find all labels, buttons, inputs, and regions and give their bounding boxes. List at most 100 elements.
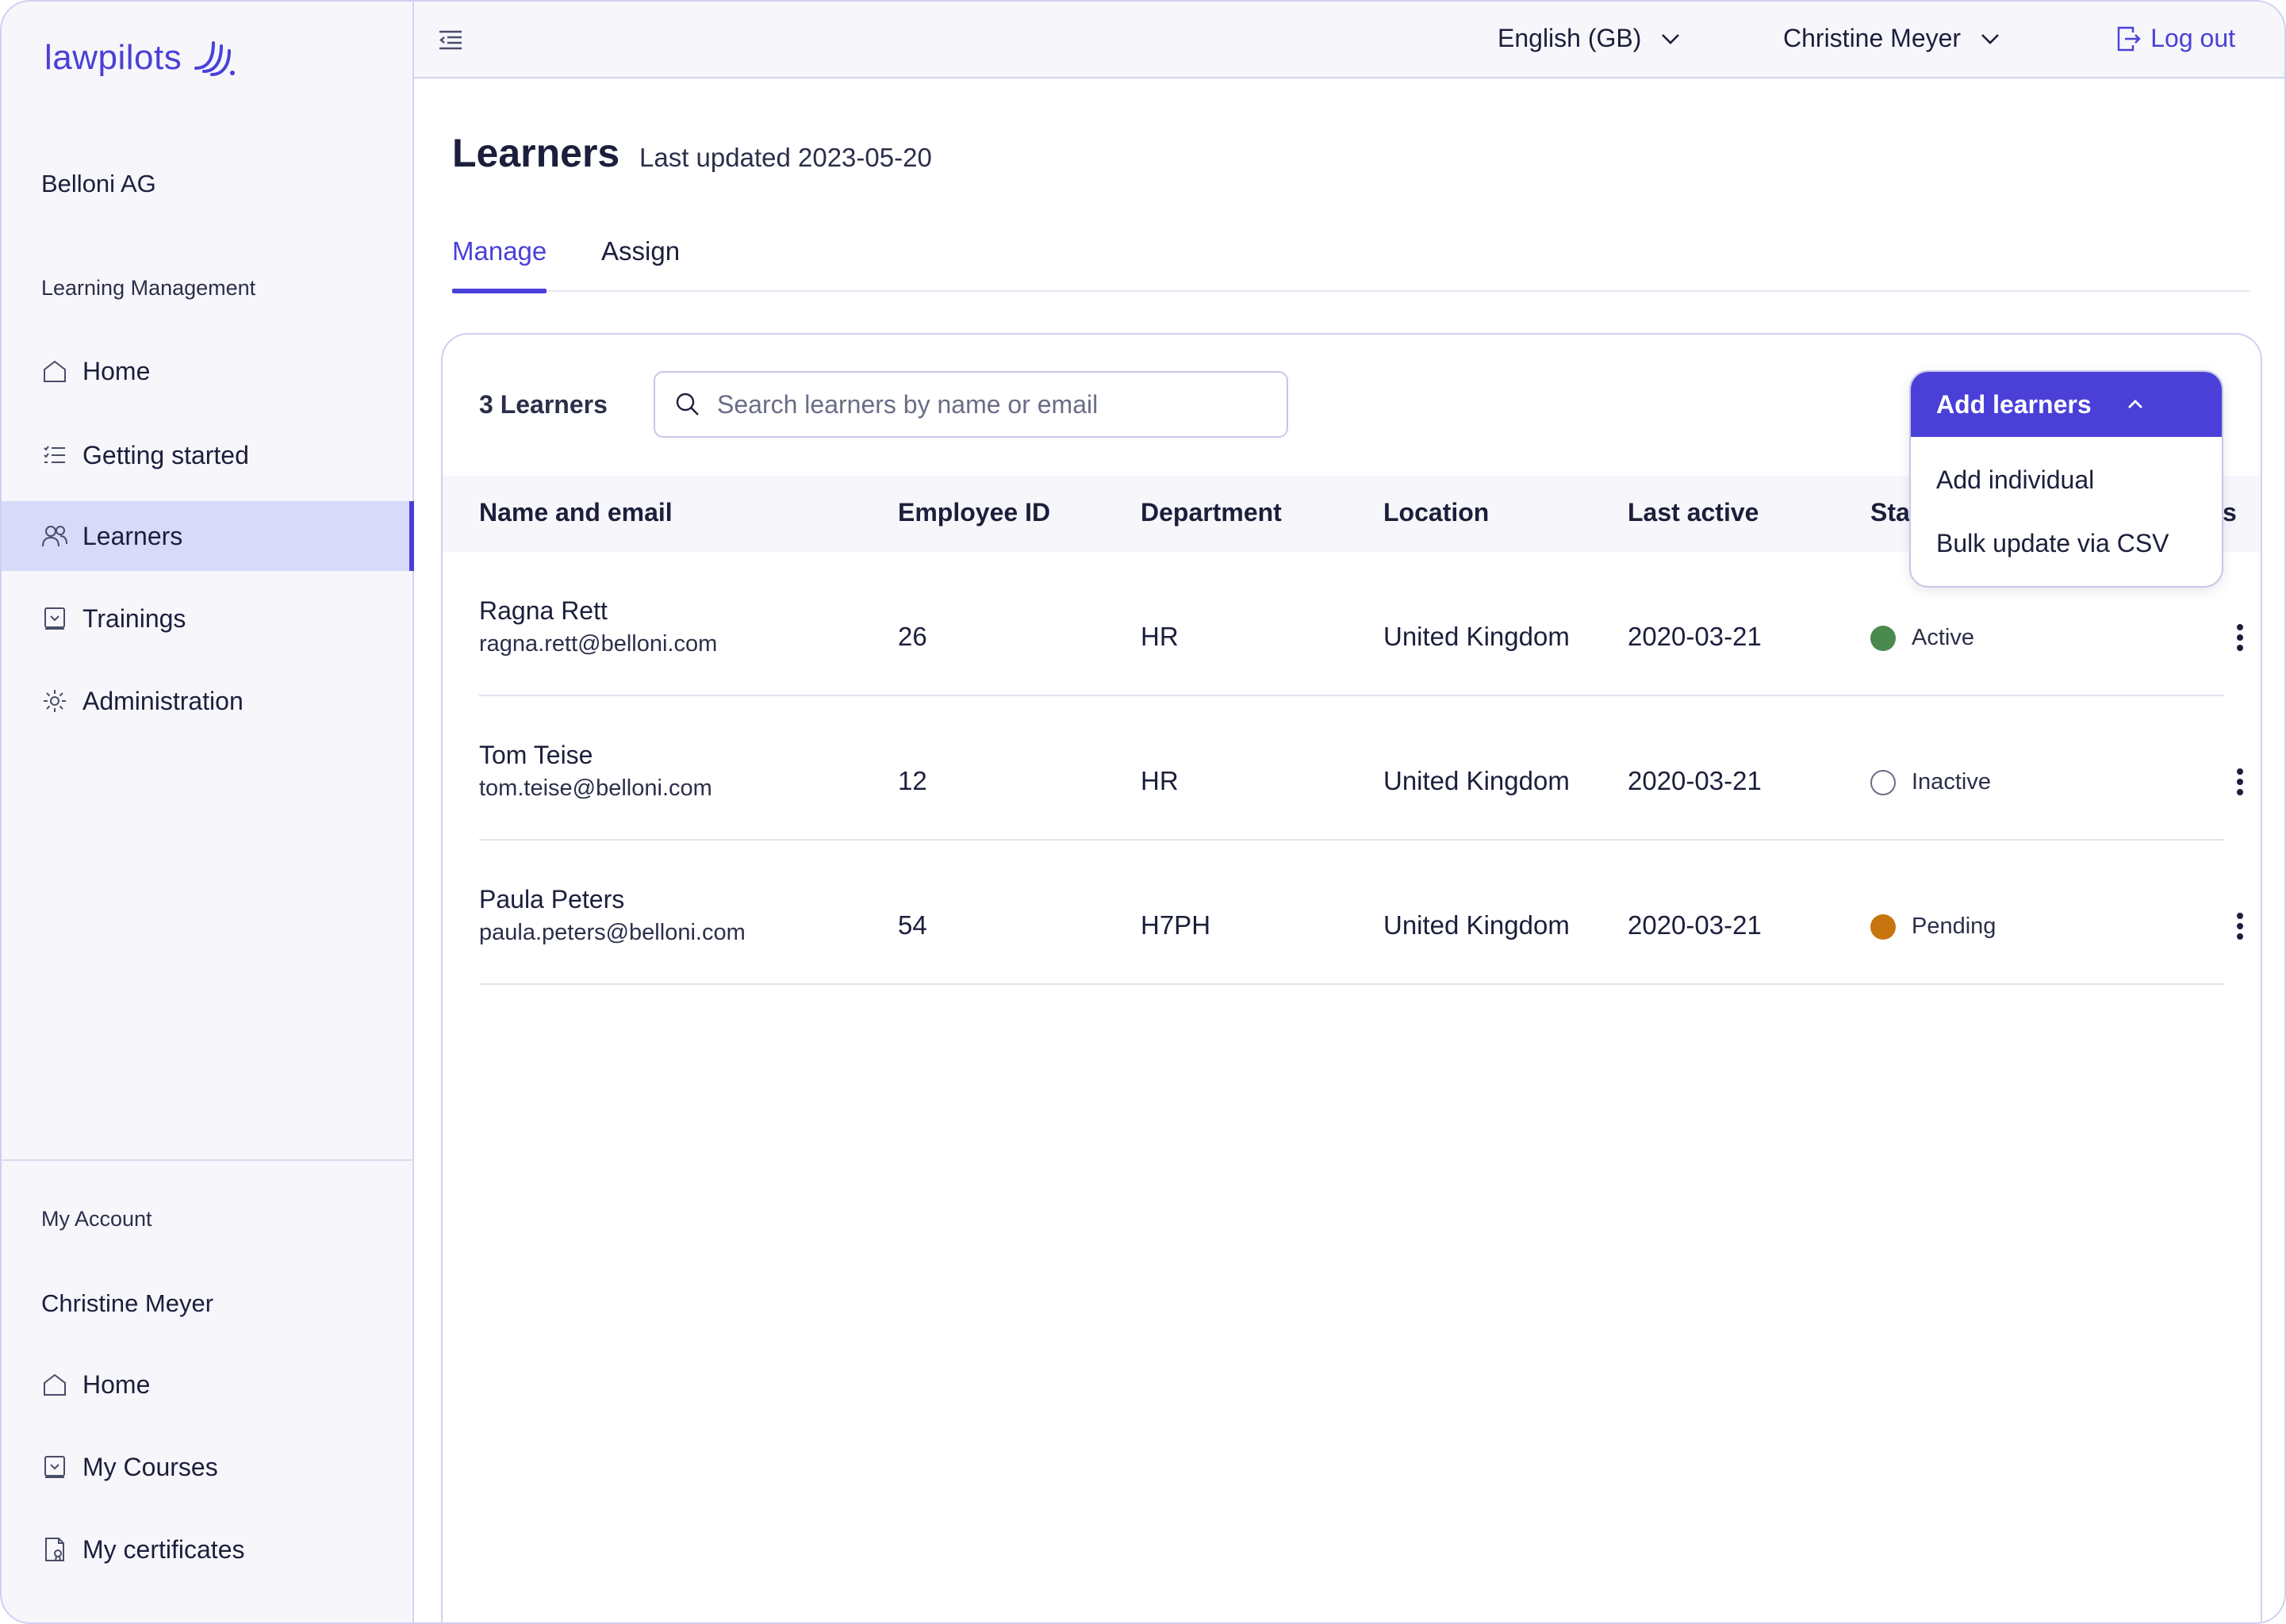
user-dropdown[interactable]: Christine Meyer	[1783, 24, 2002, 53]
language-label: English (GB)	[1498, 24, 1642, 52]
chevron-down-icon	[1662, 33, 1680, 44]
add-learners-label: Add learners	[1936, 389, 2092, 419]
tab-assign[interactable]: Assign	[601, 236, 681, 266]
status-label: Pending	[1912, 914, 1996, 939]
column-department[interactable]: Department	[1141, 498, 1282, 527]
status-label: Active	[1912, 625, 1974, 650]
search-icon	[676, 393, 699, 416]
status-dot	[1870, 769, 1896, 795]
collapse-sidebar-icon[interactable]	[436, 25, 465, 54]
status-label: Inactive	[1912, 769, 1991, 795]
status-dot	[1870, 914, 1896, 940]
employee-id: 26	[898, 622, 927, 651]
users-icon	[42, 526, 67, 547]
sidebar-item-label: Home	[82, 1369, 151, 1399]
add-learners-dropdown: Add learners Add individual Bulk update …	[1909, 370, 2223, 588]
top-bar: English (GB) Christine Meyer Log out	[414, 2, 2284, 79]
user-label: Christine Meyer	[1783, 24, 1962, 52]
learner-email: paula.peters@belloni.com	[479, 920, 746, 945]
row-actions-button[interactable]	[2224, 909, 2256, 944]
logout-label: Log out	[2150, 24, 2235, 52]
sidebar-item-administration[interactable]: Administration	[2, 666, 414, 736]
status-badge: Active	[1870, 625, 1974, 651]
last-active: 2020-03-21	[1628, 766, 1762, 795]
sidebar-item-my-courses[interactable]: My Courses	[2, 1432, 414, 1502]
column-last-active[interactable]: Last active	[1628, 498, 1759, 527]
tab-manage[interactable]: Manage	[452, 236, 547, 293]
table-row[interactable]: Tom Teise tom.teise@belloni.com 12 HR Un…	[479, 696, 2243, 841]
learner-name: Paula Peters	[479, 885, 625, 914]
logout-button[interactable]: Log out	[2115, 24, 2235, 53]
location: United Kingdom	[1383, 910, 1570, 940]
location: United Kingdom	[1383, 766, 1570, 795]
page-title: Learners	[452, 131, 620, 175]
status-badge: Inactive	[1870, 769, 1991, 795]
sidebar-item-getting-started[interactable]: Getting started	[2, 420, 414, 490]
sidebar-item-account-home[interactable]: Home	[2, 1350, 414, 1419]
location: United Kingdom	[1383, 622, 1570, 651]
row-actions-button[interactable]	[2224, 620, 2256, 655]
search-input[interactable]	[717, 389, 1272, 419]
training-icon	[44, 607, 65, 630]
row-actions-button[interactable]	[2224, 764, 2256, 799]
logout-icon	[2118, 26, 2141, 51]
brand-name: lawpilots	[44, 38, 182, 77]
account-name: Christine Meyer	[41, 1289, 214, 1317]
sidebar-item-label: Trainings	[82, 603, 186, 633]
department: H7PH	[1141, 910, 1211, 940]
learner-name: Tom Teise	[479, 741, 593, 769]
last-updated: Last updated 2023-05-20	[639, 143, 932, 172]
table-row[interactable]: Ragna Rett ragna.rett@belloni.com 26 HR …	[479, 552, 2243, 696]
sidebar-item-label: Getting started	[82, 440, 249, 469]
checklist-icon	[44, 446, 65, 463]
certificate-icon	[45, 1538, 64, 1561]
section-learning-management: Learning Management	[41, 276, 256, 300]
last-active: 2020-03-21	[1628, 622, 1762, 651]
learner-name: Ragna Rett	[479, 596, 608, 625]
department: HR	[1141, 622, 1179, 651]
department: HR	[1141, 766, 1179, 795]
learner-count: 3 Learners	[479, 390, 608, 419]
chevron-down-icon	[1981, 33, 1999, 44]
column-employee-id[interactable]: Employee ID	[898, 498, 1051, 527]
home-icon	[44, 1373, 66, 1396]
sidebar-item-label: Home	[82, 356, 151, 385]
section-my-account: My Account	[41, 1207, 152, 1231]
organization-name: Belloni AG	[41, 170, 156, 197]
last-active: 2020-03-21	[1628, 910, 1762, 940]
sidebar-item-my-certificates[interactable]: My certificates	[2, 1515, 414, 1584]
sidebar-item-home[interactable]: Home	[2, 336, 414, 406]
status-badge: Pending	[1870, 914, 1996, 940]
language-dropdown[interactable]: English (GB)	[1498, 24, 1682, 53]
column-name-email[interactable]: Name and email	[479, 498, 673, 527]
tab-bar: Manage Assign	[452, 236, 2250, 293]
sidebar: lawpilots Belloni AG Learning Management…	[2, 2, 414, 1622]
chevron-up-icon	[2127, 400, 2142, 408]
brand-logo[interactable]: lawpilots	[44, 36, 236, 79]
learner-email: tom.teise@belloni.com	[479, 776, 712, 801]
column-status[interactable]: Sta	[1870, 498, 1910, 527]
gear-icon	[44, 690, 66, 712]
sidebar-item-label: Learners	[82, 521, 183, 550]
sidebar-item-learners[interactable]: Learners	[2, 501, 414, 571]
sidebar-item-trainings[interactable]: Trainings	[2, 584, 414, 653]
courses-icon	[44, 1456, 65, 1478]
sidebar-item-label: Administration	[82, 686, 244, 715]
add-learners-button[interactable]: Add learners	[1911, 372, 2222, 437]
column-actions[interactable]: s	[2223, 498, 2237, 527]
sidebar-item-label: My Courses	[82, 1452, 218, 1481]
menu-item-add-individual[interactable]: Add individual	[1936, 465, 2095, 494]
status-dot	[1870, 625, 1896, 651]
home-icon	[44, 360, 66, 382]
employee-id: 54	[898, 910, 927, 940]
table-row[interactable]: Paula Peters paula.peters@belloni.com 54…	[479, 841, 2243, 985]
search-field[interactable]	[654, 371, 1288, 438]
employee-id: 12	[898, 766, 927, 795]
brand-wing-icon	[194, 41, 236, 76]
menu-item-bulk-update-csv[interactable]: Bulk update via CSV	[1936, 529, 2169, 557]
column-location[interactable]: Location	[1383, 498, 1490, 527]
sidebar-item-label: My certificates	[82, 1534, 245, 1564]
learner-email: ragna.rett@belloni.com	[479, 631, 718, 657]
sidebar-divider	[2, 1159, 414, 1161]
